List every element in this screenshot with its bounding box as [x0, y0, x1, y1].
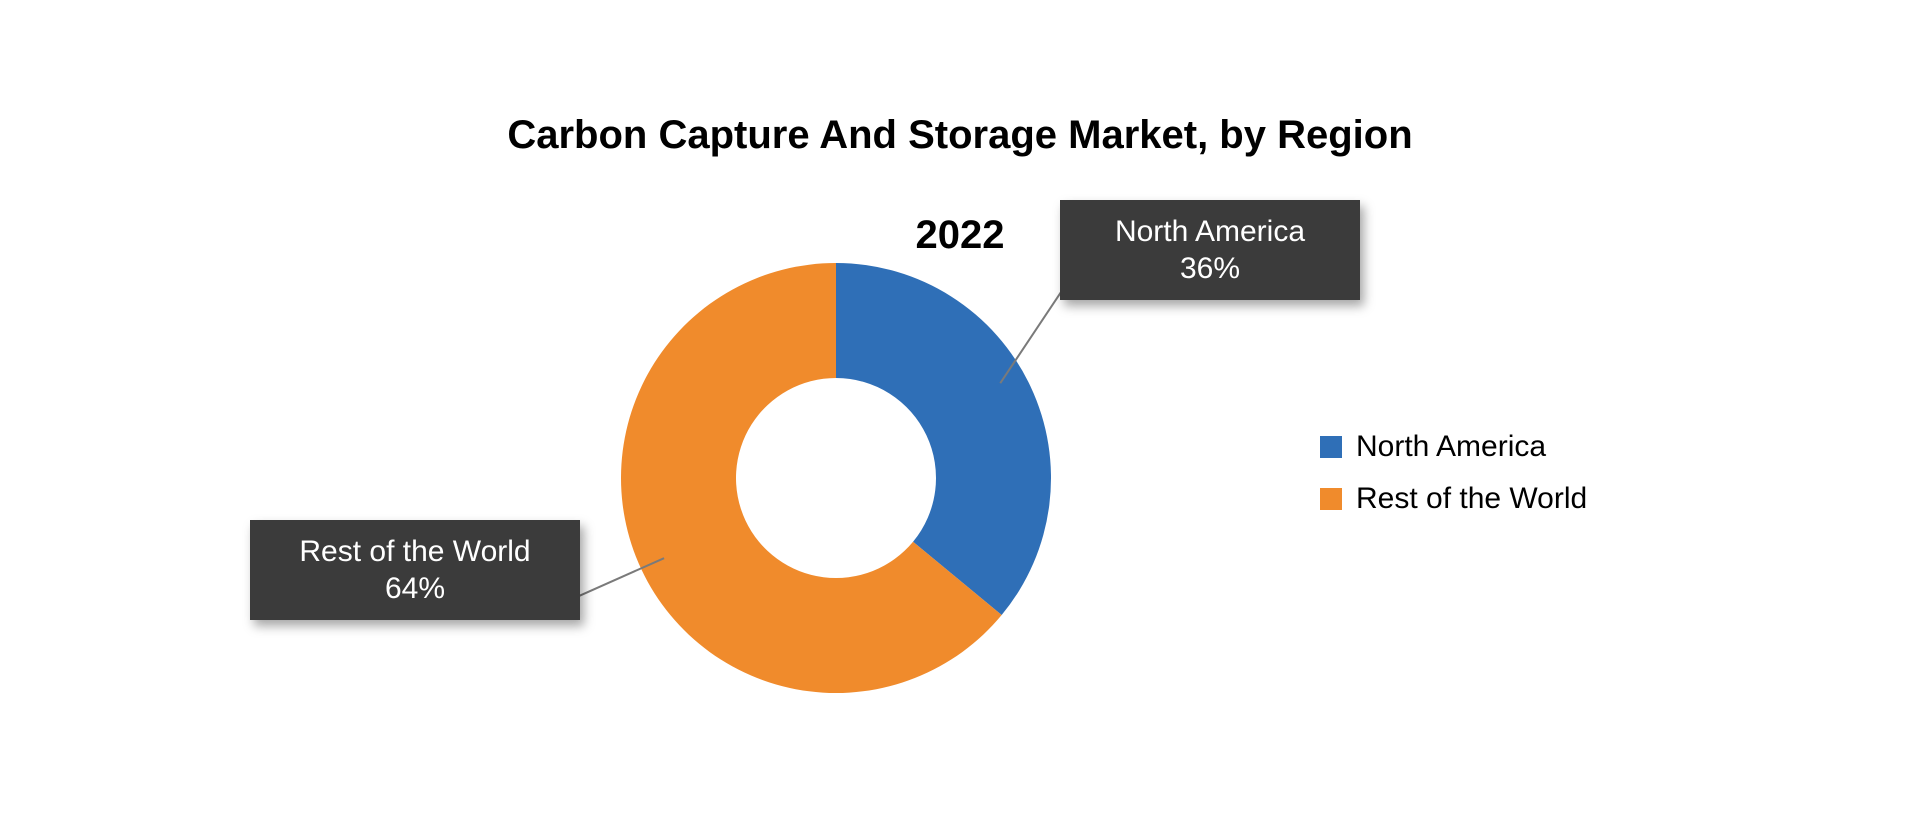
legend-item-0: North America	[1320, 430, 1587, 464]
donut-slice-0	[836, 263, 1051, 615]
legend-item-1: Rest of the World	[1320, 482, 1587, 516]
chart-title-line2: 2022	[916, 213, 1005, 257]
legend-swatch-0	[1320, 436, 1342, 458]
callout-pct-1: 64%	[385, 570, 445, 608]
callout-label-0: North America	[1115, 213, 1305, 251]
donut-svg	[621, 263, 1051, 693]
callout-pct-0: 36%	[1180, 250, 1240, 288]
legend-label-1: Rest of the World	[1356, 482, 1587, 516]
chart-title: Carbon Capture And Storage Market, by Re…	[0, 60, 1920, 260]
legend: North America Rest of the World	[1320, 430, 1587, 516]
callout-label-1: Rest of the World	[299, 533, 530, 571]
donut-chart	[621, 263, 1051, 693]
callout-0: North America36%	[1060, 200, 1360, 300]
chart-title-line1: Carbon Capture And Storage Market, by Re…	[507, 113, 1412, 157]
legend-swatch-1	[1320, 488, 1342, 510]
callout-1: Rest of the World64%	[250, 520, 580, 620]
legend-label-0: North America	[1356, 430, 1546, 464]
